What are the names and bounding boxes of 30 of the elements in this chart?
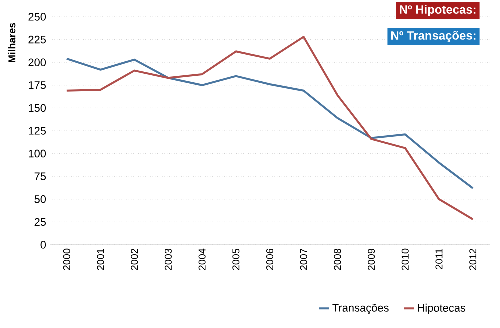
x-tick-label: 2001: [97, 249, 104, 270]
y-tick-label: 25: [34, 218, 46, 226]
x-tick-label: 2000: [63, 248, 70, 270]
x-tick-label: 2005: [232, 248, 240, 270]
y-tick-label: 0: [40, 241, 46, 249]
legend-label: Transações: [332, 304, 389, 314]
y-tick-label: 225: [28, 36, 46, 44]
x-tick-label: 2011: [436, 249, 443, 270]
x-tick-label: 2004: [198, 248, 206, 270]
y-tick-label: 125: [29, 127, 46, 135]
line-series: [66, 58, 474, 190]
y-axis-title: Milhares: [8, 23, 16, 63]
x-tick-label: 2006: [266, 248, 274, 270]
x-tick-label: 2012: [470, 249, 477, 270]
legend-label: Hipotecas: [418, 304, 466, 314]
text: Nº Hipotecas:: [400, 5, 476, 16]
annotation: Nº Transações:: [392, 31, 476, 42]
x-tick-label: 2009: [368, 248, 376, 270]
x-tick-label: 2002: [131, 249, 138, 270]
x-tick-label: 2003: [164, 248, 172, 270]
x-tick-label: 2010: [402, 248, 409, 270]
y-tick-label: 75: [34, 172, 46, 180]
y-tick-label: 50: [34, 196, 46, 204]
x-tick-label: 2007: [300, 249, 308, 270]
x-tick-label: 2008: [334, 248, 342, 270]
y-tick-label: 250: [28, 13, 46, 21]
y-tick-label: 200: [28, 58, 46, 66]
y-tick-label: 175: [29, 82, 46, 90]
y-tick-label: 100: [29, 150, 46, 158]
y-tick-label: 150: [29, 104, 46, 112]
